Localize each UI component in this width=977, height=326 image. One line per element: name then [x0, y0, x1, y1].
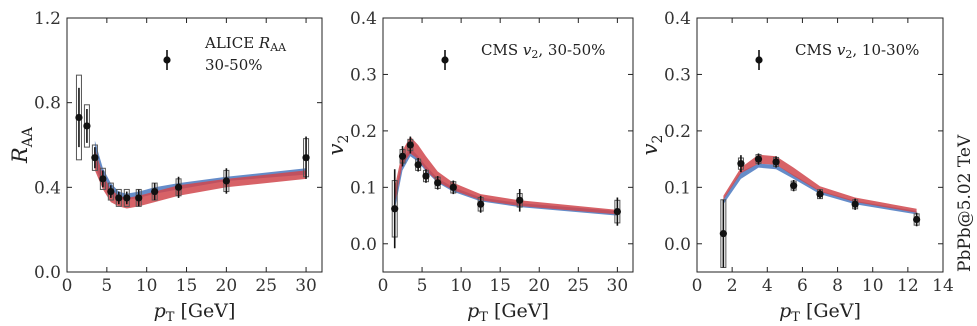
plot-frame — [382, 17, 634, 273]
y-axis-label: RAA — [8, 126, 36, 164]
legend: ALICE RAA 30-50% — [163, 34, 287, 74]
data-point — [414, 161, 422, 169]
x-tick-label: 20 — [216, 276, 238, 296]
legend-marker — [441, 56, 449, 64]
x-tick-label: 14 — [932, 276, 954, 296]
x-tick-label: 0 — [378, 276, 389, 296]
y-tick-label: 0.2 — [350, 122, 377, 142]
x-tick-label: 5 — [417, 276, 428, 296]
legend-label-line2: 30-50% — [205, 56, 263, 74]
band-red — [94, 149, 307, 209]
x-tick-label: 2 — [727, 276, 738, 296]
data-point — [302, 154, 310, 162]
data-point — [737, 160, 745, 168]
y-tick-label: 0.1 — [350, 178, 377, 198]
data-point — [406, 141, 414, 149]
data-point — [91, 154, 99, 162]
data-point — [772, 158, 780, 166]
data-point — [449, 183, 457, 191]
x-tick-label: 0 — [692, 276, 703, 296]
y-axis-label: v2 — [324, 135, 352, 156]
x-tick-label: 0 — [62, 276, 73, 296]
data-point — [422, 172, 430, 180]
chart-panel-raa: 0 5 10 15 20 25 30 0.0 0.4 0.8 1.2 pT [GeV] RAA ALICE… — [8, 9, 323, 325]
y-tick-label: 0.0 — [664, 235, 691, 255]
x-tick-label: 8 — [832, 276, 843, 296]
legend-label: CMS v2, 30-50% — [481, 41, 605, 61]
legend-marker — [163, 56, 171, 64]
data-point — [613, 208, 621, 216]
y-tick-label: 0.3 — [664, 65, 691, 85]
plot-frame — [696, 17, 944, 273]
chart-panel-v2_3050: 0 5 10 15 20 25 30 0.0 0.1 0.2 0.3 0.4 pT [GeV] v2 CMS… — [324, 9, 634, 325]
x-tick-label: 15 — [489, 276, 511, 296]
x-tick-label: 20 — [528, 276, 550, 296]
legend: CMS v2, 30-50% — [441, 41, 605, 70]
x-tick-label: 10 — [862, 276, 884, 296]
y-tick-label: 0.4 — [350, 9, 377, 29]
chart-panel-v2_1030: 0 2 4 6 8 10 12 14 0.0 0.1 0.2 0.3 0.4 pT [GeV] v2 CMS … — [638, 9, 954, 325]
legend-label: CMS v2, 10-30% — [795, 41, 919, 61]
y-tick-label: 0.4 — [664, 9, 691, 29]
data-point — [222, 177, 230, 185]
x-tick-label: 10 — [136, 276, 158, 296]
x-axis-label: pT [GeV] — [467, 300, 549, 325]
data-point — [719, 230, 727, 238]
data-point — [135, 194, 143, 202]
y-tick-label: 1.2 — [34, 9, 61, 29]
x-tick-label: 5 — [101, 276, 112, 296]
x-axis-label: pT [GeV] — [154, 300, 236, 325]
y-axis-label: v2 — [638, 135, 666, 156]
data-point — [477, 200, 485, 208]
data-point — [99, 175, 107, 183]
band-red — [394, 136, 618, 215]
data-point — [913, 215, 921, 224]
data-point — [816, 190, 824, 198]
x-tick-label: 4 — [762, 276, 773, 296]
data-point — [391, 205, 399, 213]
data-point — [75, 113, 83, 122]
plot-frame — [66, 17, 323, 273]
x-tick-label: 30 — [295, 276, 317, 296]
x-tick-label: 25 — [567, 276, 589, 296]
data-point — [115, 194, 123, 202]
x-tick-label: 12 — [897, 276, 919, 296]
legend-label: ALICE RAA — [204, 34, 287, 54]
data-point — [151, 187, 159, 196]
x-tick-label: 6 — [797, 276, 808, 296]
x-tick-label: 10 — [450, 276, 472, 296]
side-label: PbPb@5.02 TeV — [955, 134, 975, 272]
data-point — [790, 182, 798, 190]
x-axis-label: pT [GeV] — [779, 300, 861, 325]
y-tick-label: 0.3 — [350, 65, 377, 85]
legend: CMS v2, 10-30% — [755, 41, 919, 70]
data-point — [851, 200, 859, 208]
data-point — [174, 183, 183, 191]
legend-marker — [755, 56, 763, 64]
data-point — [516, 196, 524, 204]
y-tick-label: 0.0 — [34, 263, 61, 283]
band-red — [723, 154, 917, 213]
data-point — [123, 194, 131, 202]
y-tick-label: 0.0 — [350, 235, 377, 255]
y-tick-label: 0.8 — [34, 94, 61, 114]
data-point — [754, 155, 763, 163]
x-tick-label: 15 — [176, 276, 198, 296]
y-tick-label: 0.2 — [664, 122, 691, 142]
data-point — [107, 187, 115, 196]
x-tick-label: 30 — [607, 276, 629, 296]
data-point — [434, 179, 442, 187]
data-point — [398, 152, 407, 160]
data-point — [83, 122, 91, 130]
x-tick-label: 25 — [255, 276, 277, 296]
y-tick-label: 0.4 — [34, 178, 61, 198]
y-tick-label: 0.1 — [664, 178, 691, 198]
